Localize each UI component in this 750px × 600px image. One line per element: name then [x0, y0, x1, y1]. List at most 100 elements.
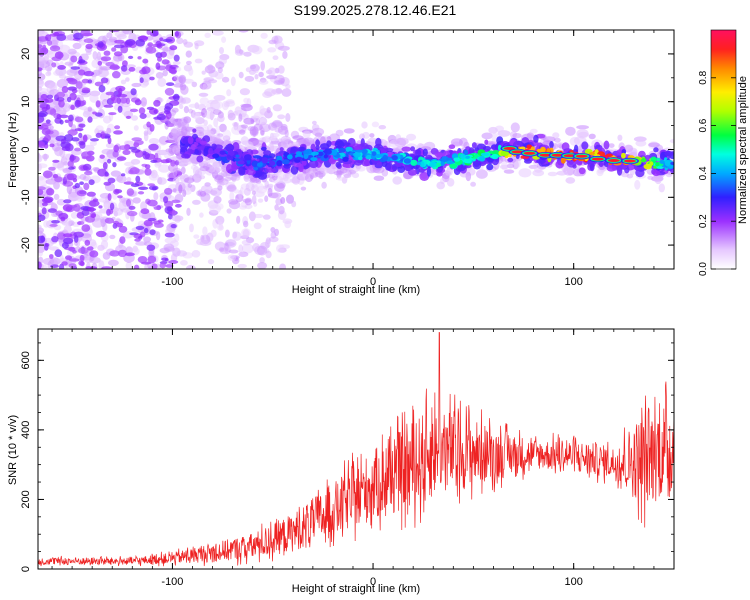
spectrogram-blob	[127, 210, 138, 217]
spectrogram-blob	[272, 104, 283, 112]
spectrogram-blob	[67, 86, 77, 91]
spectrogram-blob	[105, 91, 115, 96]
spectrogram-blob	[140, 97, 147, 107]
spectrogram-blob	[163, 196, 169, 204]
spectrogram-blob	[117, 195, 123, 199]
spectrogram-blob	[228, 249, 239, 254]
spectrogram-blob	[448, 144, 456, 149]
spectrogram-blob	[183, 106, 189, 114]
spectrogram-blob	[253, 222, 262, 230]
spectrogram-blob	[249, 126, 259, 136]
spectrogram-blob	[434, 152, 444, 158]
spectrogram-blob	[38, 224, 42, 230]
spectrogram-blob	[204, 32, 211, 38]
spectrogram-blob	[38, 67, 43, 72]
spectrogram-blob	[109, 202, 115, 211]
spectrogram-blob	[54, 176, 63, 183]
spectrogram-blob	[152, 43, 158, 48]
spectrogram-blob	[180, 121, 190, 130]
spectrogram-blob	[246, 168, 256, 176]
spectrogram-blob	[61, 261, 68, 266]
y-tick-label: -20	[20, 237, 32, 253]
spectrogram-blob	[105, 142, 115, 149]
y-tick-label: 0	[20, 566, 32, 572]
spectrogram-blob	[100, 208, 107, 214]
spectrogram-blob	[219, 47, 224, 55]
spectrogram-blob	[406, 133, 417, 141]
spectrogram-blob	[257, 162, 263, 167]
spectrogram-blob	[532, 169, 545, 177]
y-tick-label: 20	[20, 48, 32, 60]
x-tick-label: 100	[565, 576, 583, 588]
spectrogram-blob	[623, 159, 636, 163]
spectrogram-blob	[233, 189, 240, 194]
spectrogram-blob	[366, 154, 373, 159]
spectrogram-blob	[266, 75, 278, 80]
spectrogram-blob	[198, 92, 209, 97]
spectrogram-blob	[173, 54, 180, 62]
spectrogram-blob	[60, 138, 66, 145]
spectrogram-blob	[181, 97, 191, 104]
spectrogram-blob	[101, 71, 110, 76]
spectrogram-blob	[248, 69, 256, 75]
spectrogram-blob	[572, 164, 577, 169]
spectrogram-blob	[669, 138, 674, 144]
spectrogram-blob	[220, 155, 227, 161]
spectrogram-blob	[80, 30, 91, 37]
spectrogram-blob	[563, 154, 576, 158]
spectrogram-blob	[107, 177, 116, 184]
spectrogram-blob	[536, 148, 544, 153]
spectrogram-blob	[203, 147, 209, 157]
spectrogram-blob	[269, 140, 282, 145]
spectrogram-blob	[164, 87, 175, 96]
spectrogram-blob	[103, 104, 114, 108]
spectrogram-blob	[107, 259, 119, 267]
spectrogram-blob	[70, 66, 81, 70]
spectrogram-blob	[210, 229, 217, 238]
spectrogram-blob	[252, 155, 261, 159]
spectrogram-blob	[163, 110, 171, 115]
spectrogram-blob	[180, 166, 186, 175]
spectrogram-blob	[246, 144, 254, 150]
spectrogram-blob	[320, 167, 332, 174]
spectrogram-blob	[98, 65, 103, 75]
spectrogram-blob	[117, 249, 127, 258]
spectrogram-blob	[415, 149, 422, 157]
x-tick-label: 100	[565, 276, 583, 288]
spectrogram-blob	[67, 77, 76, 83]
spectrogram-blob	[339, 167, 348, 174]
spectrogram-blob	[38, 235, 46, 244]
spectrogram-blob	[110, 94, 116, 102]
spectrogram-blob	[401, 146, 412, 152]
spectrogram-blob	[245, 182, 255, 192]
spectrogram-blob	[302, 130, 311, 138]
spectrogram-blob	[549, 141, 554, 149]
spectrogram-blob	[143, 219, 153, 227]
spectrogram-blob	[215, 125, 221, 136]
spectrogram-blob	[87, 116, 93, 123]
spectrogram-blob	[185, 50, 192, 58]
spectrogram-blob	[128, 55, 134, 60]
spectrogram-blob	[653, 147, 659, 153]
spectrogram-blob	[526, 144, 533, 150]
spectrogram-blob	[88, 179, 95, 186]
spectrogram-blob	[113, 51, 123, 57]
spectrogram-blob	[315, 145, 320, 150]
spectrogram-blob	[72, 42, 82, 50]
spectrogram-blob	[59, 254, 64, 264]
spectrogram-blob	[51, 56, 62, 62]
colorbar-ticks: 0.0 0.2 0.4 0.6 0.8	[698, 70, 736, 276]
spectrogram-blob	[226, 154, 231, 159]
spectrogram-blob	[50, 264, 59, 269]
spectrogram-blob	[149, 76, 155, 81]
spectrogram-blob	[153, 99, 161, 107]
colorbar-tick-label: 0.4	[698, 166, 709, 180]
spectrogram-blob	[46, 39, 53, 46]
spectrogram-blob	[257, 262, 268, 269]
spectrogram-blob	[199, 190, 207, 197]
bottom-y-axis: 0 200 400 600	[20, 342, 674, 572]
spectrogram-blob	[335, 161, 342, 168]
spectrogram-blob	[253, 213, 264, 219]
spectrogram-blob	[43, 220, 50, 228]
spectrogram-blob	[243, 51, 252, 57]
